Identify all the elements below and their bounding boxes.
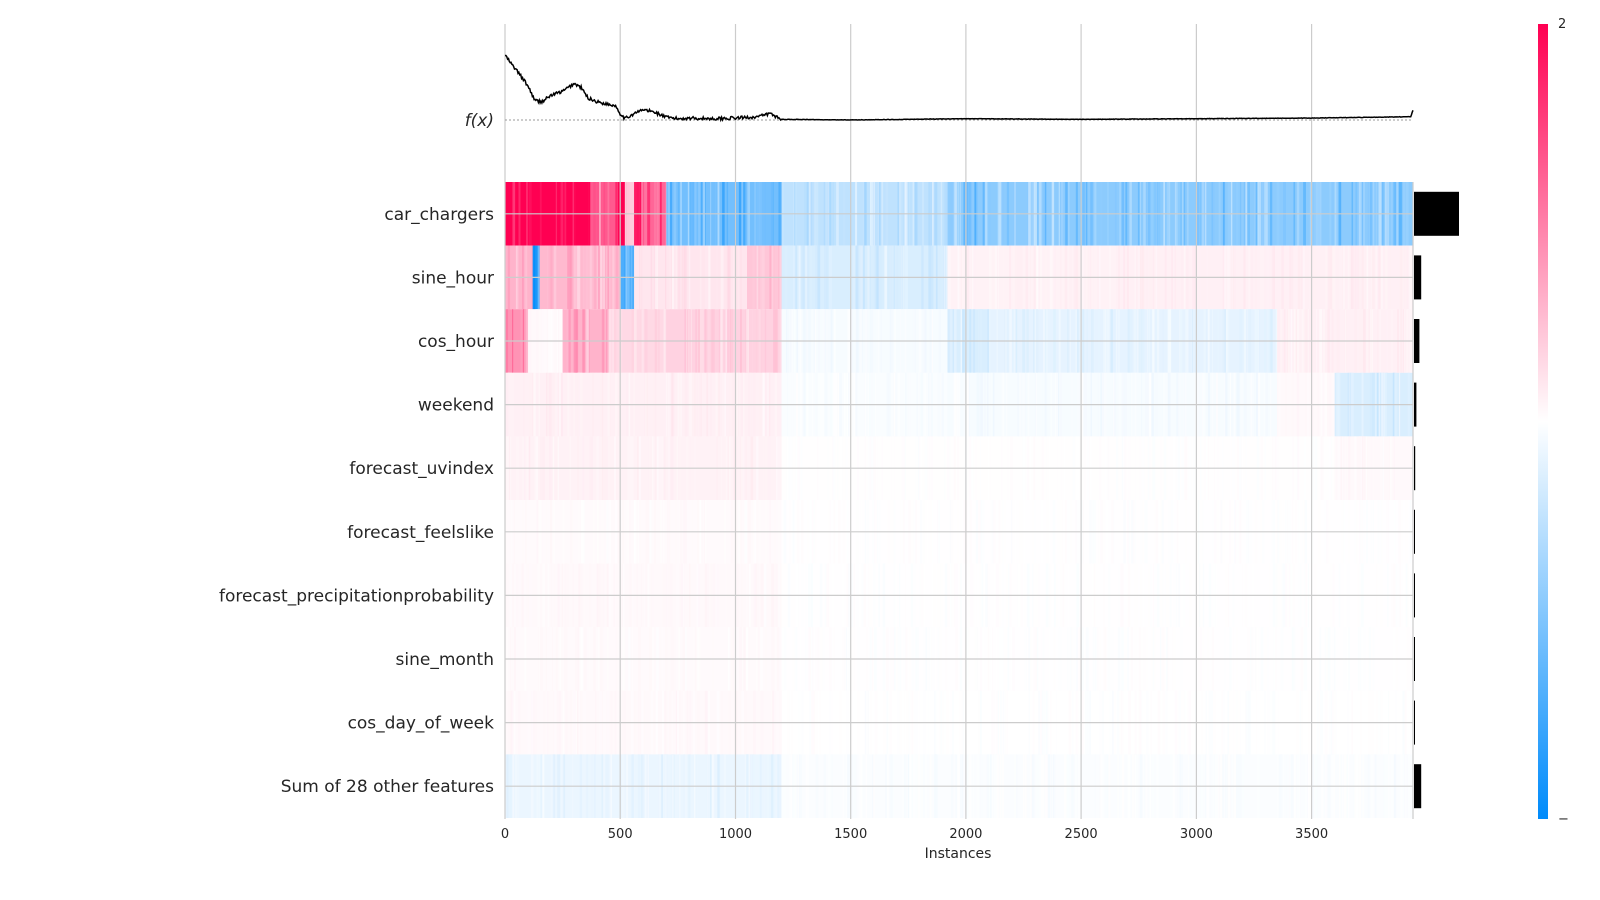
colorbar: 2 − [1538,17,1569,827]
x-tick-label: 1500 [834,827,867,842]
feature-label: Sum of 28 other features [281,777,494,797]
x-tick-label: 0 [501,827,509,842]
feature-label: weekend [418,396,494,416]
colorbar-bottom-label: − [1558,812,1569,827]
importance-bar [1414,382,1417,427]
importance-bar [1414,637,1415,681]
importance-bar [1414,700,1415,745]
importance-bar [1414,764,1422,809]
importance-bar [1414,191,1459,236]
colorbar-top-label: 2 [1558,17,1566,32]
x-tick-label: 3000 [1180,827,1213,842]
feature-label: forecast_feelslike [347,523,494,543]
x-tick-label: 1000 [719,827,752,842]
fx-label: f(x) [465,111,494,131]
importance-bar [1414,255,1422,300]
feature-label: cos_hour [418,332,494,352]
importance-bar [1414,509,1415,554]
x-tick-label: 500 [608,827,633,842]
importance-bars [1414,191,1459,809]
x-tick-labels: 0 500 1000 1500 2000 2500 3000 3500 [501,827,1328,842]
feature-label: cos_day_of_week [348,714,495,734]
grid-lines [504,24,1414,819]
importance-bar [1414,319,1420,363]
x-tick-label: 2000 [949,827,982,842]
importance-bar [1414,573,1415,618]
feature-label: forecast_precipitationprobability [219,586,494,606]
colorbar-gradient [1538,24,1548,819]
feature-label: car_chargers [384,205,494,225]
fx-panel [505,54,1414,123]
feature-label: forecast_uvindex [349,459,494,479]
fx-curve [505,54,1414,123]
feature-label: sine_month [396,650,495,670]
x-tick-label: 3500 [1295,827,1328,842]
feature-label: sine_hour [412,268,494,288]
x-tick-label: 2500 [1065,827,1098,842]
x-axis-title: Instances [925,846,992,862]
importance-bar [1414,446,1416,491]
